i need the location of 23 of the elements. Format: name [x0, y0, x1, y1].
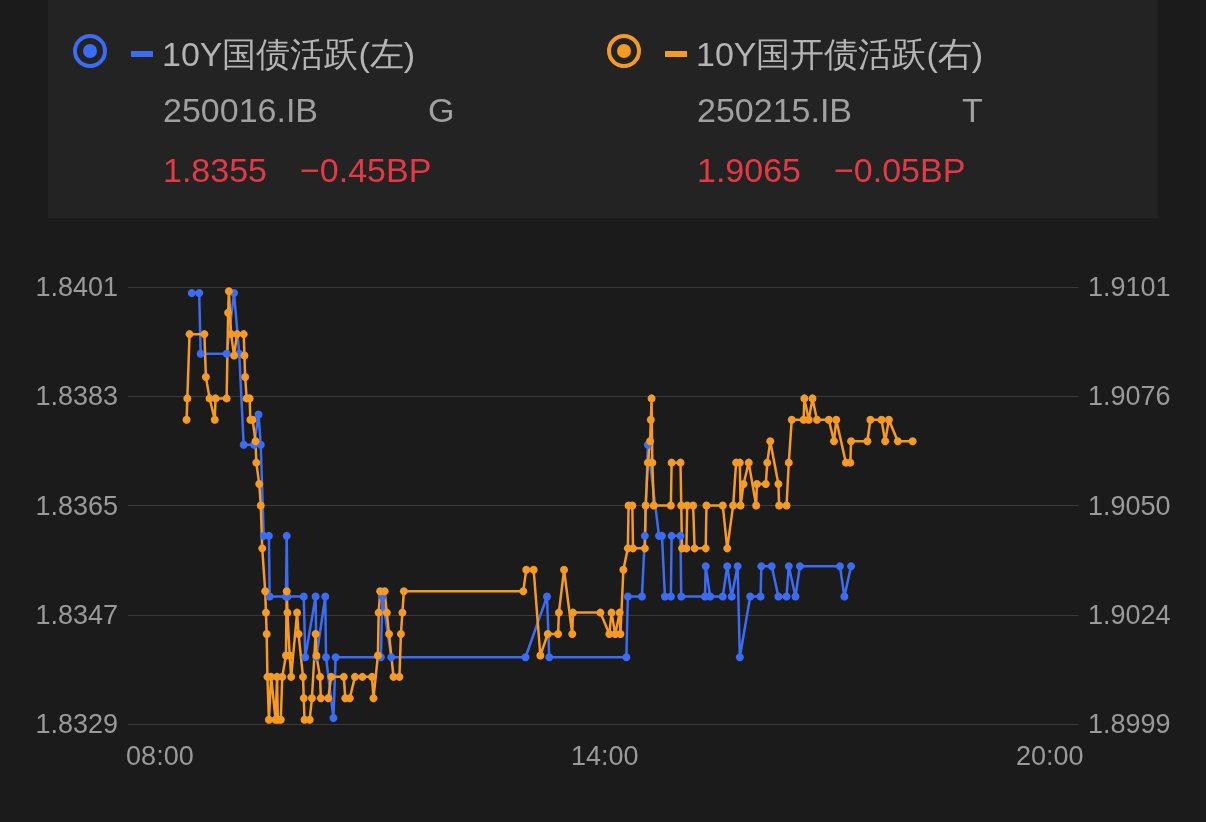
text: T	[962, 91, 983, 129]
y2-tick-label: 1.9076	[1088, 381, 1171, 412]
text: 1.9065	[697, 151, 801, 189]
y-tick-label: 1.8365	[35, 490, 118, 521]
text: 1.8355	[163, 151, 267, 189]
text: −0.45BP	[300, 151, 432, 189]
y-tick-label: 1.8401	[35, 272, 118, 302]
legend-label: 10Y国债活跃(左)	[162, 35, 416, 73]
x-tick-label: 14:00	[571, 740, 639, 771]
text: 250016.IB	[163, 91, 319, 129]
y2-tick-label: 1.9101	[1088, 272, 1171, 302]
legend-label: 10Y国开债活跃(右)	[696, 35, 984, 73]
y-tick-label: 1.8383	[35, 381, 118, 412]
text: G	[428, 91, 455, 129]
x-tick-label: 08:00	[126, 740, 194, 771]
text: 250215.IB	[697, 91, 853, 129]
y2-tick-label: 1.9024	[1088, 599, 1171, 630]
y-tick-label: 1.8329	[35, 709, 118, 739]
text: −0.05BP	[834, 151, 966, 189]
y2-tick-label: 1.8999	[1088, 709, 1171, 739]
y-tick-label: 1.8347	[35, 599, 118, 630]
y2-tick-label: 1.9050	[1088, 490, 1171, 521]
x-tick-label: 20:00	[1016, 740, 1084, 771]
